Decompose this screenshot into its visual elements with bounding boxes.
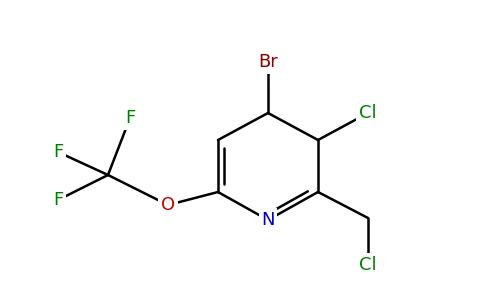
Text: F: F xyxy=(53,191,63,209)
Text: F: F xyxy=(125,109,135,127)
Text: N: N xyxy=(261,211,275,229)
Text: Cl: Cl xyxy=(359,256,377,274)
Text: Cl: Cl xyxy=(359,104,377,122)
Text: O: O xyxy=(161,196,175,214)
Text: Br: Br xyxy=(258,53,278,71)
Text: F: F xyxy=(53,143,63,161)
